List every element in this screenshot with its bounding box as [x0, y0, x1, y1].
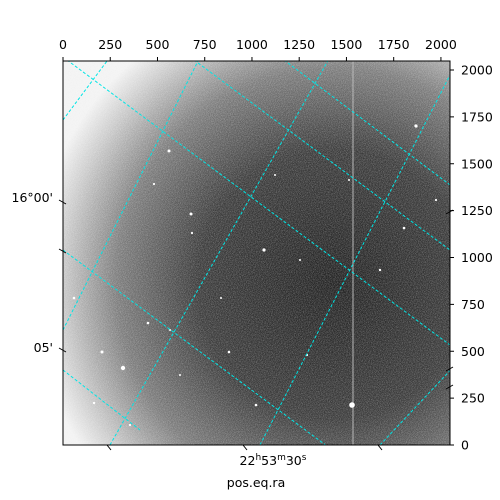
left-dec-axis: 16°00' 05'	[12, 190, 67, 355]
right-axis-tick-label: 1500	[461, 156, 493, 171]
left-dec-tick	[58, 199, 67, 205]
left-dec-tick	[58, 347, 67, 353]
star	[414, 124, 418, 128]
star	[262, 248, 266, 252]
grid-line	[379, 369, 450, 445]
right-axis-tick-label: 1750	[461, 109, 493, 124]
star	[72, 296, 76, 300]
star-field	[72, 124, 438, 427]
bottom-ra-axis: 22h53m30s pos.eq.ra	[106, 444, 383, 490]
star	[348, 179, 350, 181]
grid-line	[259, 74, 450, 445]
star	[227, 350, 231, 354]
right-axis-tick-label: 0	[461, 438, 469, 453]
star	[378, 268, 382, 272]
star	[179, 374, 181, 376]
top-axis-tick-label: 500	[146, 37, 170, 52]
top-axis-tick-label: 250	[98, 37, 122, 52]
right-grid-tick	[445, 366, 454, 372]
top-axis-tick-label: 0	[59, 37, 67, 52]
grid-line	[63, 369, 141, 431]
grid-line	[67, 61, 450, 346]
top-axis-tick-label: 1500	[331, 37, 363, 52]
right-pixel-axis: 0 250 500 750 1000 1250 1500 1750 2000	[445, 63, 493, 453]
top-axis-tick-label: 1250	[283, 37, 315, 52]
right-grid-tick	[445, 209, 454, 215]
grid-line	[109, 61, 329, 445]
grid-line	[63, 61, 199, 331]
star	[120, 365, 126, 371]
star	[92, 401, 96, 405]
top-axis-tick-label: 750	[193, 37, 217, 52]
top-axis-tick-label: 1750	[378, 37, 410, 52]
star	[152, 182, 156, 186]
right-axis-tick-label: 750	[461, 297, 485, 312]
dec-label-16-00: 16°00'	[12, 190, 54, 205]
star	[254, 403, 258, 407]
grid-line	[194, 61, 450, 251]
bottom-ra-tick	[377, 444, 383, 451]
star	[146, 321, 150, 325]
x-axis-title: pos.eq.ra	[227, 475, 285, 490]
top-pixel-axis: 0 250 500 750 1000 1250 1500 1750 2000	[59, 37, 457, 61]
star	[189, 212, 193, 216]
bottom-ra-tick	[106, 444, 112, 451]
sky-image	[63, 61, 450, 445]
top-axis-tick-label: 1000	[236, 37, 268, 52]
star	[299, 259, 301, 261]
star	[402, 226, 406, 230]
plot-frame	[62, 60, 451, 446]
left-dec-tick	[58, 248, 67, 254]
bottom-ra-tick	[242, 444, 248, 451]
star	[274, 174, 276, 176]
right-axis-tick-label: 2000	[461, 63, 493, 78]
star	[167, 149, 171, 153]
dec-label-05: 05'	[34, 340, 53, 355]
star	[349, 402, 355, 408]
right-axis-tick-label: 500	[461, 344, 485, 359]
star	[434, 198, 438, 202]
coordinate-grid	[63, 61, 450, 445]
top-axis-tick-label: 2000	[425, 37, 457, 52]
grid-line	[63, 61, 108, 121]
right-axis-tick-label: 1000	[461, 250, 493, 265]
star	[190, 231, 194, 235]
right-grid-tick	[445, 384, 454, 390]
ra-label-22-53-30: 22h53m30s	[240, 453, 307, 468]
right-axis-tick-label: 1250	[461, 203, 493, 218]
star	[100, 350, 104, 354]
grid-line	[63, 249, 327, 445]
right-axis-tick-label: 250	[461, 391, 485, 406]
star	[220, 297, 222, 299]
star	[128, 423, 132, 427]
